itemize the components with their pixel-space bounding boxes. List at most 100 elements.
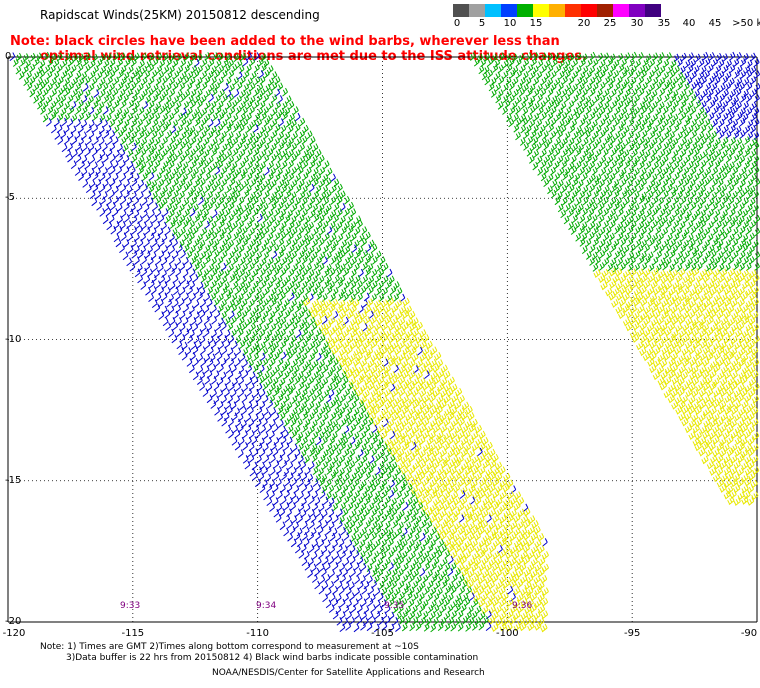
wind-barb xyxy=(196,173,203,182)
wind-barb xyxy=(200,298,207,308)
wind-barb xyxy=(287,520,293,529)
wind-barb xyxy=(291,443,298,453)
wind-barb xyxy=(39,69,46,79)
wind-barb xyxy=(659,149,666,158)
wind-barb xyxy=(319,406,326,416)
wind-barb xyxy=(245,269,251,279)
wind-barb xyxy=(47,58,54,67)
wind-barb xyxy=(318,395,325,404)
wind-barb xyxy=(46,95,53,104)
wind-barb xyxy=(319,490,326,499)
wind-barb xyxy=(596,160,603,170)
wind-barb xyxy=(239,268,245,278)
wind-barb xyxy=(370,376,378,385)
wind-barb xyxy=(398,521,404,531)
wind-barb xyxy=(266,124,273,133)
wind-barb xyxy=(408,359,416,368)
wind-barb xyxy=(402,574,409,584)
wind-barb xyxy=(316,291,323,301)
wind-barb xyxy=(318,286,325,296)
wind-barb xyxy=(350,221,357,230)
wind-barb xyxy=(138,130,145,140)
wind-barb xyxy=(533,575,541,585)
wind-barb xyxy=(267,88,273,98)
wind-barb xyxy=(227,406,233,415)
wind-barb xyxy=(161,76,168,85)
wind-barb xyxy=(225,195,232,205)
wind-barb xyxy=(544,71,551,80)
wind-barb xyxy=(204,340,211,350)
wind-barb xyxy=(306,202,313,212)
wind-barb xyxy=(326,369,333,379)
wind-barb xyxy=(431,526,437,536)
wind-barb xyxy=(275,112,282,121)
wind-barb xyxy=(205,172,212,181)
wind-barb xyxy=(481,605,489,615)
wind-barb xyxy=(376,263,383,272)
wind-barb xyxy=(488,496,496,506)
wind-barb xyxy=(708,112,715,121)
wind-barb xyxy=(734,305,742,315)
wind-barb xyxy=(225,161,232,170)
wind-barb xyxy=(230,388,237,398)
wind-barb xyxy=(328,304,336,313)
wind-barb xyxy=(288,412,295,422)
wind-barb xyxy=(243,70,250,80)
wind-barb xyxy=(138,94,145,103)
wind-barb xyxy=(154,112,161,122)
wind-barb xyxy=(291,179,298,189)
wind-barb xyxy=(623,65,630,75)
wind-barb xyxy=(189,268,196,277)
wind-barb xyxy=(234,407,240,417)
wind-barb xyxy=(360,285,367,295)
wind-barb xyxy=(551,179,558,188)
wind-barb xyxy=(342,508,349,517)
wind-barb xyxy=(354,226,361,236)
wind-barb xyxy=(246,51,252,61)
wind-barb xyxy=(491,501,500,511)
wind-barb xyxy=(201,202,208,212)
wind-barb xyxy=(173,190,179,199)
wind-barb xyxy=(308,233,315,242)
wind-barb xyxy=(123,202,130,211)
wind-barb xyxy=(235,153,242,163)
wind-barb xyxy=(283,202,290,212)
wind-barb xyxy=(235,213,242,223)
wind-barb xyxy=(663,141,669,151)
wind-barb xyxy=(642,352,651,362)
wind-barb xyxy=(140,245,147,255)
wind-barb xyxy=(71,113,78,123)
wind-barb xyxy=(357,245,364,255)
wind-barb xyxy=(535,142,542,151)
wind-barb xyxy=(316,220,323,230)
wind-barb xyxy=(473,581,482,591)
wind-barb xyxy=(165,178,172,187)
wind-barb xyxy=(199,261,206,271)
wind-barb xyxy=(147,197,154,207)
wind-barb xyxy=(295,508,301,518)
wind-barb xyxy=(208,58,215,68)
wind-barb xyxy=(213,249,220,259)
wind-barb xyxy=(288,244,295,254)
wind-barb xyxy=(561,184,568,194)
wind-barb xyxy=(187,286,193,295)
wind-barb xyxy=(34,57,40,67)
wind-barb xyxy=(383,388,392,397)
wind-barb xyxy=(196,136,203,145)
wind-barb xyxy=(329,569,335,578)
wind-barb xyxy=(329,268,336,277)
wind-barb xyxy=(627,69,634,79)
wind-barb xyxy=(50,64,56,74)
wind-barb xyxy=(593,269,601,278)
wind-barb xyxy=(412,341,420,351)
wind-barb xyxy=(600,281,608,291)
wind-barb xyxy=(336,208,343,217)
wind-barb xyxy=(201,107,208,117)
scale-label: 5 xyxy=(478,18,486,29)
wind-barb xyxy=(56,64,63,73)
wind-barb xyxy=(200,143,206,152)
wind-barb xyxy=(509,532,517,542)
wind-barb xyxy=(539,575,548,584)
wind-barb xyxy=(169,172,175,182)
wind-barb xyxy=(318,203,325,212)
